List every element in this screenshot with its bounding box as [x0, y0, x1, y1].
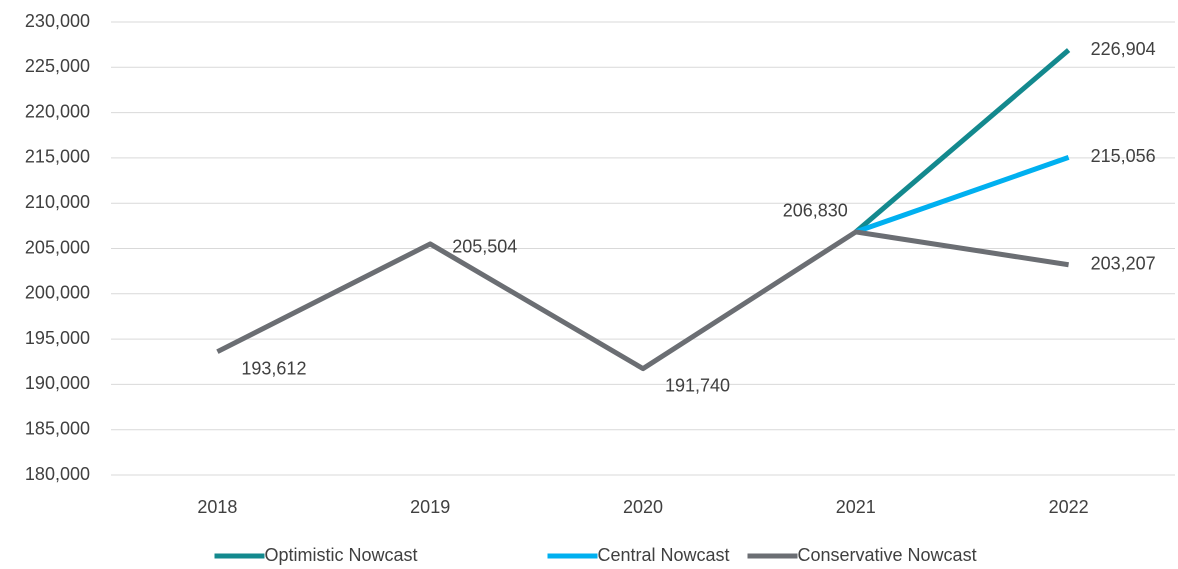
y-tick-label: 220,000: [25, 101, 90, 121]
series-line: [216, 229, 1069, 372]
data-label: 203,207: [1091, 253, 1156, 273]
series-line: [854, 155, 1070, 235]
series-line: [854, 48, 1071, 234]
legend-label: Central Nowcast: [598, 545, 730, 565]
y-tick-label: 195,000: [25, 328, 90, 348]
legend-label: Optimistic Nowcast: [265, 545, 418, 565]
y-tick-label: 190,000: [25, 373, 90, 393]
y-tick-label: 225,000: [25, 56, 90, 76]
y-tick-label: 185,000: [25, 418, 90, 438]
data-label: 226,904: [1091, 39, 1156, 59]
data-label: 205,504: [452, 237, 517, 257]
y-tick-label: 230,000: [25, 11, 90, 31]
y-tick-label: 210,000: [25, 192, 90, 212]
y-tick-label: 180,000: [25, 464, 90, 484]
y-tick-label: 200,000: [25, 283, 90, 303]
x-tick-label: 2020: [623, 497, 663, 517]
x-tick-label: 2019: [410, 497, 450, 517]
legend-label: Conservative Nowcast: [798, 545, 977, 565]
data-label: 191,740: [665, 375, 730, 395]
data-label: 215,056: [1091, 146, 1156, 166]
x-tick-label: 2018: [197, 497, 237, 517]
x-tick-label: 2022: [1049, 497, 1089, 517]
data-label: 193,612: [241, 358, 306, 378]
data-label: 206,830: [783, 201, 848, 221]
x-tick-label: 2021: [836, 497, 876, 517]
y-tick-label: 215,000: [25, 147, 90, 167]
y-tick-label: 205,000: [25, 237, 90, 257]
